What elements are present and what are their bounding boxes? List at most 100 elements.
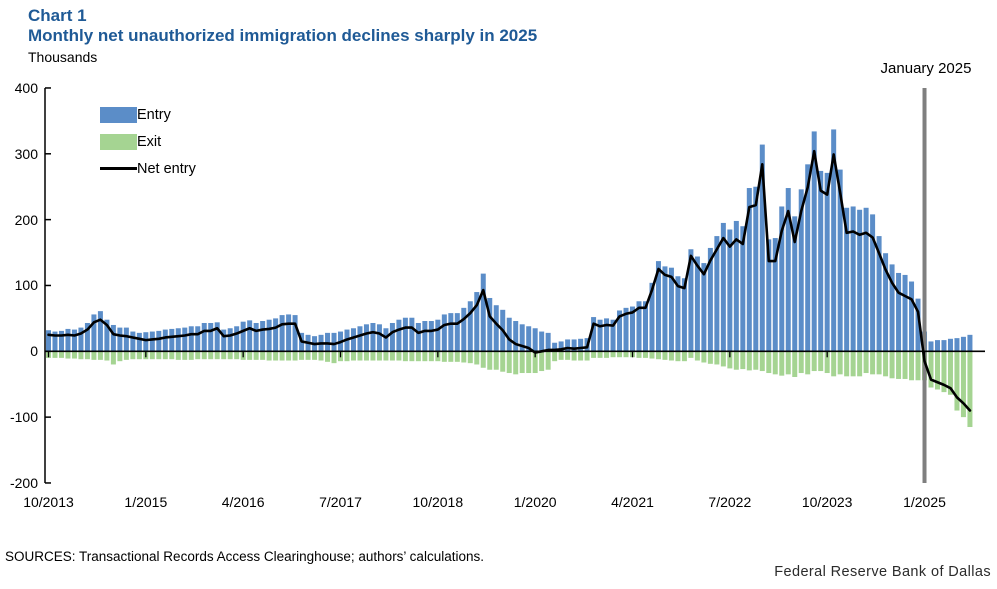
exit-bar — [110, 351, 116, 365]
y-tick-label: -200 — [9, 474, 38, 491]
entry-bar — [331, 332, 337, 352]
entry-bar — [701, 263, 707, 352]
exit-bar — [234, 351, 240, 360]
exit-bar — [967, 351, 973, 428]
legend: Entry Exit Net entry — [100, 106, 196, 187]
exit-bar — [539, 351, 545, 372]
exit-bar — [493, 351, 499, 370]
exit-bar — [954, 351, 960, 411]
entry-bar — [169, 328, 175, 352]
exit-bar — [506, 351, 512, 374]
exit-bar — [71, 351, 77, 359]
exit-bar — [759, 351, 765, 372]
y-axis-units-label: Thousands — [28, 49, 98, 65]
legend-entry-label: Entry — [137, 106, 171, 123]
exit-bar — [389, 351, 395, 361]
exit-bar — [883, 351, 889, 377]
exit-bar — [655, 351, 661, 360]
exit-bar — [208, 351, 214, 360]
entry-bar — [915, 298, 921, 352]
exit-bar — [876, 351, 882, 375]
exit-bar — [149, 351, 155, 360]
entry-bar — [707, 247, 713, 352]
entry-bar — [772, 238, 778, 352]
exit-bar — [811, 351, 817, 372]
exit-bar — [818, 351, 824, 372]
entry-bar — [234, 326, 240, 352]
exit-bar — [312, 351, 318, 360]
exit-bar — [500, 351, 506, 372]
exit-bar — [772, 351, 778, 375]
entry-bar — [84, 322, 90, 352]
entry-bar — [117, 327, 123, 352]
entry-bar — [733, 220, 739, 352]
entry-bar — [668, 267, 674, 352]
exit-bar — [604, 351, 610, 358]
entry-bar — [260, 321, 266, 352]
exit-bar — [402, 351, 408, 362]
entry-swatch-icon — [100, 106, 137, 123]
entry-bar — [630, 306, 636, 352]
entry-bar — [253, 322, 259, 352]
entry-bar — [71, 329, 77, 352]
entry-bar — [558, 341, 564, 352]
entry-bar — [850, 206, 856, 352]
entry-bar — [798, 189, 804, 352]
entry-bar — [292, 315, 298, 352]
entry-bar — [461, 307, 467, 352]
entry-bar — [182, 327, 188, 352]
entry-bar — [928, 341, 934, 352]
entry-bar — [396, 319, 402, 352]
entry-bar — [746, 188, 752, 352]
entry-bar — [740, 226, 746, 352]
entry-bar — [649, 282, 655, 352]
exit-bar — [104, 351, 110, 361]
exit-bar — [915, 351, 921, 381]
entry-bar — [175, 328, 181, 352]
legend-item-exit: Exit — [100, 133, 196, 150]
entry-bar — [208, 322, 214, 352]
entry-bar — [934, 340, 940, 352]
exit-bar — [727, 351, 733, 369]
y-tick-label: 0 — [30, 343, 38, 360]
y-tick-label: 200 — [14, 211, 38, 228]
exit-bar — [123, 351, 129, 360]
exit-bar — [688, 351, 694, 358]
legend-item-entry: Entry — [100, 106, 196, 123]
entry-bar — [941, 340, 947, 352]
entry-bar — [967, 334, 973, 352]
entry-bar — [97, 311, 103, 352]
exit-bar — [513, 351, 519, 375]
exit-bar — [934, 351, 940, 390]
entry-bar — [370, 322, 376, 352]
exit-bar — [266, 351, 272, 361]
exit-bar — [740, 351, 746, 370]
exit-bar — [195, 351, 201, 360]
entry-bar — [818, 170, 824, 352]
exit-bar — [824, 351, 830, 374]
exit-bar — [58, 351, 64, 358]
legend-exit-label: Exit — [137, 133, 162, 150]
exit-bar — [299, 351, 305, 360]
exit-bar — [305, 351, 311, 360]
entry-bar — [655, 261, 661, 352]
entry-bar — [448, 313, 454, 352]
exit-bar — [545, 351, 551, 370]
exit-bar — [467, 351, 473, 364]
entry-bar — [46, 330, 51, 352]
exit-bar — [156, 351, 162, 360]
exit-bar — [221, 351, 227, 360]
exit-bar — [591, 351, 597, 358]
net-entry-line-icon — [100, 167, 137, 170]
entry-bar — [409, 317, 415, 352]
entry-bar — [889, 264, 895, 352]
entry-bar — [552, 342, 558, 352]
x-tick-label: 1/2015 — [124, 494, 168, 510]
exit-bar — [552, 351, 558, 362]
exit-bar — [668, 351, 674, 361]
entry-bar — [662, 266, 668, 352]
entry-bar — [376, 324, 382, 352]
exit-bar — [415, 351, 421, 362]
exit-bar — [928, 351, 934, 388]
